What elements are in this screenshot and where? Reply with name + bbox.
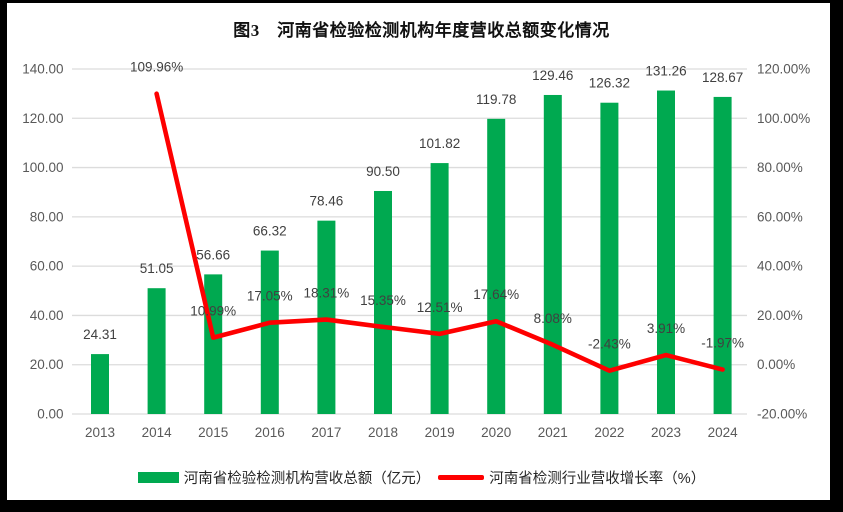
legend-bar-swatch-icon [137,472,179,483]
chart-title: 图3 河南省检验检测机构年度营收总额变化情况 [233,21,610,40]
legend-label-growth: 河南省检测行业营收增长率（%） [489,471,706,487]
chart-background [7,3,830,500]
legend: 河南省检验检测机构营收总额（亿元） 河南省检测行业营收增长率（%） [0,467,843,488]
legend-item-revenue: 河南省检验检测机构营收总额（亿元） [137,467,431,488]
legend-item-growth: 河南省检测行业营收增长率（%） [438,467,705,488]
legend-line-swatch-icon [438,475,485,480]
legend-label-revenue: 河南省检验检测机构营收总额（亿元） [183,471,431,487]
